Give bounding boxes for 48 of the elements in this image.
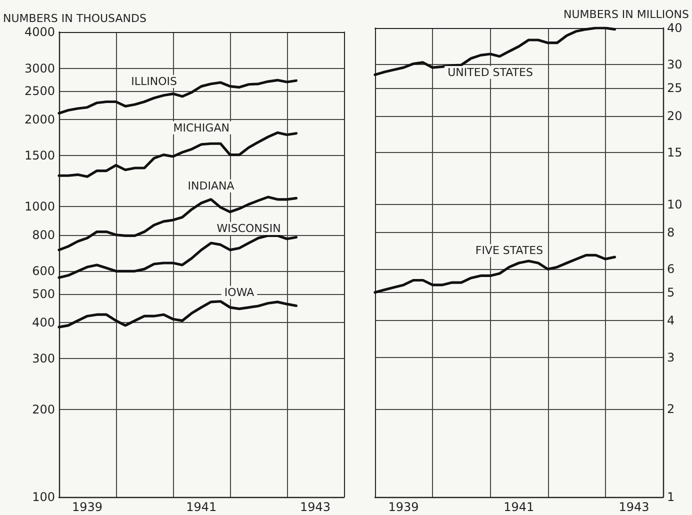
x-tick-label: 1943 — [300, 500, 331, 514]
line-series — [58, 234, 298, 279]
series-label: UNITED STATES — [448, 66, 533, 80]
y-tick-label: 600 — [32, 264, 55, 278]
y-tick-label: 20 — [667, 109, 682, 124]
y-axis-title: NUMBERS IN THOUSANDS — [3, 12, 146, 25]
y-tick-label: 3000 — [24, 61, 55, 76]
y-tick-label: 500 — [32, 287, 55, 302]
y-tick-label: 25 — [667, 80, 682, 95]
y-tick-label: 400 — [32, 315, 55, 330]
y-axis-title: NUMBERS IN MILLIONS — [564, 8, 690, 21]
y-tick-label: 4000 — [24, 25, 55, 39]
line-series — [58, 300, 298, 328]
line-series — [374, 26, 616, 76]
series-label: WISCONSIN — [216, 222, 281, 236]
y-tick-label: 200 — [32, 402, 55, 417]
y-tick-label: 1500 — [24, 148, 55, 163]
series-label: FIVE STATES — [475, 244, 544, 258]
y-tick-label: 30 — [667, 58, 682, 72]
y-tick-label: 4 — [667, 314, 675, 328]
y-tick-label: 2 — [667, 402, 675, 416]
y-tick-label: 8 — [667, 226, 675, 240]
y-tick-label: 300 — [32, 352, 55, 366]
line-series — [374, 254, 616, 294]
y-tick-label: 6 — [667, 262, 675, 276]
x-tick-label: 1941 — [504, 500, 534, 514]
x-tick-label: 1943 — [618, 500, 650, 514]
x-tick-label: 1941 — [186, 500, 217, 514]
y-tick-label: 3 — [667, 350, 675, 364]
series-label: ILLINOIS — [131, 74, 177, 88]
y-tick-label: 800 — [32, 228, 55, 242]
y-tick-label: 10 — [667, 197, 682, 212]
y-tick-label: 2000 — [24, 112, 55, 126]
line-series — [58, 196, 298, 252]
y-tick-label: 2500 — [24, 84, 55, 98]
x-tick-label: 1939 — [388, 500, 419, 514]
series-label: INDIANA — [188, 179, 235, 192]
y-tick-label: 100 — [32, 490, 55, 504]
y-tick-label: 40 — [667, 21, 682, 35]
y-tick-label: 1 — [667, 490, 675, 504]
series-label: IOWA — [224, 286, 255, 299]
series-label: MICHIGAN — [173, 121, 230, 134]
y-tick-label: 15 — [667, 146, 682, 160]
y-tick-label: 1000 — [24, 200, 55, 214]
line-series — [58, 131, 298, 178]
line-series — [58, 78, 298, 115]
x-tick-label: 1939 — [72, 500, 103, 514]
y-tick-label: 5 — [667, 285, 675, 300]
